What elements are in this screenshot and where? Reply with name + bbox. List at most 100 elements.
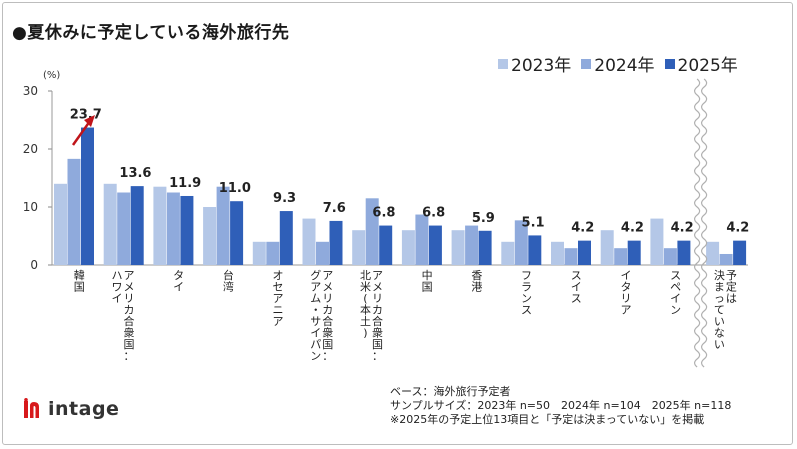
legend-swatch-2025 [664,58,675,69]
category-label: 予定は [726,269,737,305]
category-label: アメリカ合衆国： [123,269,134,363]
bar-2023年-1 [103,183,117,265]
bar-2024年-5 [316,241,329,265]
bar-2025年-7 [428,225,442,265]
bar-2025年-13 [733,240,747,265]
data-label: 6.8 [372,206,395,221]
intage-logo-text: intage [48,398,120,420]
category-label: 台湾 [223,268,234,294]
category-label: イタリア [620,269,631,317]
category-label: アメリカ合衆国： [372,269,383,363]
bar-2024年-2 [166,192,180,265]
data-label: 4.2 [571,221,594,236]
bar-2025年-3 [230,201,244,265]
bar-2024年-0 [67,158,81,265]
bar-2025年-6 [379,225,393,265]
bar-2025年-8 [478,230,492,265]
legend-label-2023: 2023年 [511,56,572,76]
bar-2025年-10 [578,240,591,265]
bar-2023年-13 [706,241,720,265]
legend-item-2024: 2024年 [581,51,655,76]
category-label: タイ [173,269,184,294]
data-label: 5.1 [522,215,545,230]
legend-item-2023: 2023年 [498,51,571,76]
y-tick-label: 10 [23,200,38,214]
category-label: 香港 [471,269,482,294]
data-label: 4.2 [621,221,644,236]
bar-2023年-10 [551,241,564,265]
intage-logo-mark [24,398,39,418]
category-label: 決まっていない [714,269,725,351]
bar-2024年-12 [663,248,677,265]
legend-label-2025: 2025年 [677,56,738,76]
data-label: 6.8 [422,206,445,221]
axis-break-line-left [694,78,701,368]
data-label: 5.9 [472,211,495,226]
footnote: ベース：海外旅行予定者 サンプルサイズ：2023年 n=50 2024年 n=1… [390,385,731,427]
bar-2025年-9 [528,235,542,265]
bar-2023年-6 [352,230,366,265]
y-tick-label: 20 [23,142,38,156]
bar-2023年-9 [501,241,515,265]
bar-2025年-1 [130,186,144,265]
bar-2023年-0 [54,183,67,265]
footnote-base: ベース：海外旅行予定者 [390,385,511,398]
bar-2024年-7 [415,214,429,265]
bar-2024年-10 [564,248,578,265]
category-label: 韓国 [74,269,85,294]
category-label: 中国 [422,269,433,294]
bar-2023年-11 [600,230,614,265]
bar-2025年-5 [329,220,343,265]
increase-arrow-head [84,115,95,127]
bar-2025年-4 [279,211,293,265]
data-label: 11.0 [219,181,251,196]
bar-2025年-2 [180,195,194,265]
data-label: 4.2 [671,221,694,236]
bar-2024年-9 [514,220,528,265]
legend-swatch-2024 [581,58,592,69]
category-label: ハワイ [111,269,122,305]
legend: 2023年 2024年 2025年 [498,51,738,76]
legend-swatch-2023 [498,58,508,69]
category-label: オセアニア [273,269,284,328]
category-label: アメリカ合衆国： [322,269,333,363]
category-label: 北米(本土) [360,269,371,340]
data-label: 13.6 [119,166,151,181]
intage-logo: intage [22,398,119,420]
footnote-note: ※2025年の予定上位13項目と「予定は決まっていない」を掲載 [390,413,705,426]
bar-2024年-4 [266,241,280,265]
bar-2023年-5 [302,218,316,265]
bar-2024年-6 [365,198,379,265]
chart-title: ●夏休みに予定している海外旅行先 [12,23,290,43]
data-label: 23.7 [70,108,102,123]
bar-2024年-11 [614,248,628,265]
category-label: スペイン [670,269,681,317]
bar-2025年-11 [627,240,641,265]
bar-2024年-13 [719,253,733,265]
bar-2025年-0 [81,127,94,265]
data-label: 9.3 [273,191,296,206]
bar-2024年-8 [465,225,479,265]
bar-2023年-7 [401,230,415,265]
y-tick-label: 0 [30,258,38,272]
bar-2023年-12 [650,218,664,265]
category-label: フランス [521,269,532,317]
legend-item-2025: 2025年 [664,51,738,76]
axis-break-line-right [701,78,708,368]
legend-label-2024: 2024年 [594,56,655,76]
chart-frame [2,2,793,445]
bar-2023年-8 [451,230,465,265]
data-label: 4.2 [726,221,749,236]
bar-2024年-1 [117,192,131,265]
bar-2024年-3 [216,186,230,265]
category-label: グアム・サイパン [310,268,321,363]
bar-2023年-4 [252,241,266,265]
footnote-sample-size: サンプルサイズ：2023年 n=50 2024年 n=104 2025年 n=1… [390,399,732,412]
bar-2025年-12 [677,240,691,265]
bar-2023年-3 [203,207,217,265]
category-label: スイス [571,269,582,305]
y-unit-label: (%) [43,70,61,81]
data-label: 11.9 [169,176,201,191]
bar-2023年-2 [153,186,167,265]
